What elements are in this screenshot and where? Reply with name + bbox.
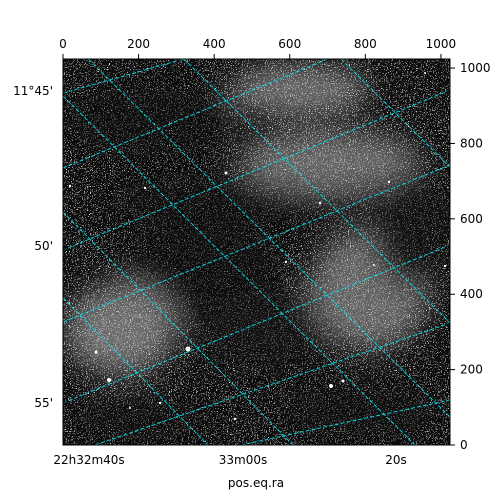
top-tick-label: 0 (59, 37, 67, 51)
dec-gridline (183, 59, 450, 324)
dec-gridline (87, 59, 450, 418)
ra-gridline (63, 164, 450, 323)
right-tick-label: 0 (460, 438, 468, 452)
top-tick-label: 200 (127, 37, 150, 51)
plot-frame (62, 58, 451, 446)
dec-tick-label: 50' (34, 239, 53, 253)
sky-image (63, 59, 450, 445)
ra-tick-label: 33m00s (219, 453, 267, 467)
right-tick-label: 200 (460, 363, 483, 377)
dec-gridline (63, 211, 294, 445)
coordinate-grid (63, 59, 450, 445)
ra-gridline (63, 59, 185, 94)
ra-axis-labels: 22h32m40s 33m00s 20s (53, 453, 406, 467)
dec-gridline (63, 297, 209, 445)
nebula-structure (63, 65, 450, 440)
x-axis-title: pos.eq.ra (228, 476, 284, 490)
world-tick-marks (62, 58, 451, 446)
ra-tick-label: 20s (385, 453, 407, 467)
ra-gridline (63, 244, 450, 404)
top-tick-label: 600 (278, 37, 301, 51)
dec-axis-labels: 11°45' 50' 55' (13, 84, 53, 410)
dec-gridline (63, 95, 416, 445)
right-tick-label: 1000 (460, 61, 491, 75)
right-tick-label: 400 (460, 287, 483, 301)
pixel-y-axis: 0 200 400 600 800 1000 (450, 61, 491, 452)
top-tick-label: 1000 (426, 37, 457, 51)
top-tick-label: 800 (354, 37, 377, 51)
top-tick-label: 400 (203, 37, 226, 51)
dec-gridline (340, 59, 450, 168)
pixel-x-axis: 0 200 400 600 800 1000 (59, 37, 456, 59)
ra-gridline (94, 322, 450, 445)
right-tick-label: 800 (460, 136, 483, 150)
ra-tick-label: 22h32m40s (53, 453, 124, 467)
stars (68, 72, 447, 421)
right-tick-label: 600 (460, 212, 483, 226)
dec-tick-label: 11°45' (13, 84, 53, 98)
ra-gridline (63, 89, 450, 251)
dec-tick-label: 55' (34, 396, 53, 410)
